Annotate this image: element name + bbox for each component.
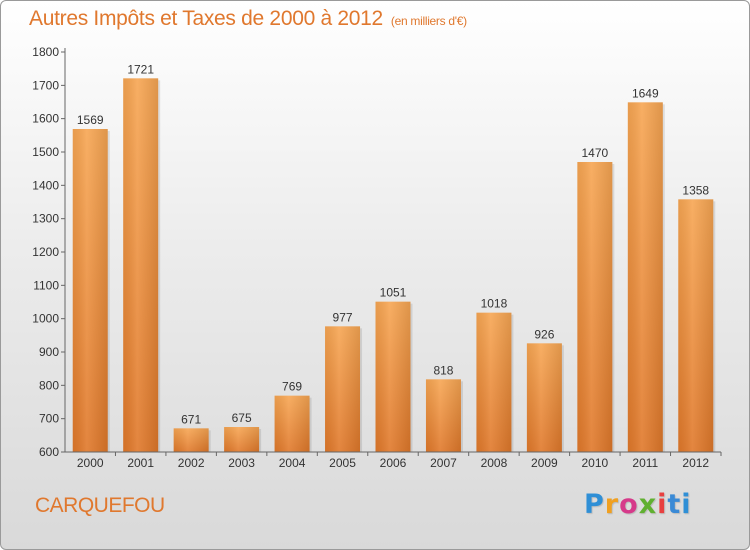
bar-shade [123, 78, 159, 452]
data-label: 1051 [380, 286, 407, 300]
logo-letter: i [681, 489, 692, 520]
y-tick-label: 1400 [32, 178, 59, 192]
bar-shade [325, 326, 361, 452]
bar-shade [476, 312, 512, 452]
logo-letter: i [657, 489, 668, 520]
x-tick-label: 2001 [127, 456, 154, 470]
x-tick-label: 2006 [380, 456, 407, 470]
y-tick-label: 1300 [32, 212, 59, 226]
city-name: CARQUEFOU [35, 494, 165, 517]
x-tick-label: 2000 [77, 456, 104, 470]
y-tick-label: 1700 [32, 78, 59, 92]
data-label: 818 [433, 363, 453, 377]
x-tick-label: 2002 [178, 456, 205, 470]
data-label: 1358 [682, 183, 709, 197]
x-tick-label: 2011 [632, 456, 658, 470]
x-tick-label: 2008 [481, 456, 508, 470]
data-label: 1649 [632, 86, 659, 100]
bar-shade [526, 343, 562, 452]
y-tick-label: 1800 [32, 45, 59, 59]
y-tick-label: 1200 [32, 245, 59, 259]
y-tick-label: 900 [39, 345, 59, 359]
x-tick-label: 2012 [682, 456, 709, 470]
bar-shade [375, 301, 411, 452]
logo-letter: P [584, 489, 605, 520]
y-tick-label: 1500 [32, 145, 59, 159]
x-tick-label: 2004 [279, 456, 306, 470]
y-tick-label: 700 [39, 412, 59, 426]
bar-shade [224, 427, 260, 452]
logo-letter: o [619, 489, 639, 520]
chart-title-text: Autres Impôts et Taxes de 2000 à 2012 [29, 7, 383, 30]
axes-group: 2000 2001 2002 2003 2004 2005 2006 2007 2008 2009… [32, 45, 722, 470]
logo-letter: r [604, 489, 620, 520]
proxiti-logo: Proxiti [584, 489, 692, 520]
data-label: 926 [534, 327, 554, 341]
x-tick-label: 2003 [228, 456, 255, 470]
y-tick-label: 600 [39, 445, 59, 459]
y-tick-label: 1100 [33, 278, 59, 292]
data-label: 977 [333, 310, 353, 324]
chart-title: Autres Impôts et Taxes de 2000 à 2012 (en… [29, 7, 467, 31]
chart-subtitle: (en milliers d'€) [390, 14, 467, 28]
bars-group: 1569 1721 671 675 769 977 1051 818 1018 926 1470 16… [72, 62, 716, 452]
bar-shade [425, 379, 461, 452]
bar-shade [577, 162, 613, 452]
x-tick-label: 2010 [581, 456, 608, 470]
data-label: 675 [232, 411, 252, 425]
y-tick-label: 1600 [32, 112, 59, 126]
data-label: 1470 [581, 146, 608, 160]
bar-shade [72, 129, 108, 452]
x-tick-label: 2007 [430, 456, 457, 470]
bar-shade [627, 102, 663, 452]
logo-letter: t [667, 489, 682, 520]
data-label: 671 [181, 412, 201, 426]
bar-shade [173, 428, 209, 452]
x-tick-label: 2005 [329, 456, 356, 470]
data-label: 1721 [127, 62, 154, 76]
data-label: 769 [282, 380, 302, 394]
data-label: 1018 [481, 297, 508, 311]
bar-shade [678, 199, 714, 452]
x-tick-label: 2009 [531, 456, 558, 470]
y-tick-label: 1000 [32, 312, 59, 326]
y-tick-label: 800 [39, 378, 59, 392]
data-label: 1569 [77, 113, 104, 127]
logo-letter: x [638, 489, 658, 520]
bar-shade [274, 395, 310, 452]
